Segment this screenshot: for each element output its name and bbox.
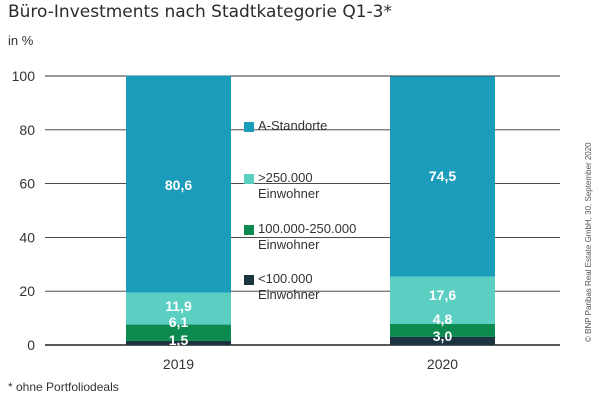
data-label: 4,8 [433,311,453,327]
y-axis-unit: in % [8,33,34,48]
y-tick-label: 80 [19,122,35,138]
y-tick-label: 100 [12,68,36,84]
bar-segment [126,292,231,325]
footnote: * ohne Portfoliodeals [8,380,119,394]
legend-label: >250.000 Einwohner [258,170,319,202]
legend-label-line: A-Standorte [258,118,328,133]
bar-segment [390,276,495,325]
data-label: 74,5 [429,168,456,184]
legend-label: <100.000 Einwohner [258,271,319,303]
y-tick-label: 20 [19,283,35,299]
legend-label-line: Einwohner [258,287,320,302]
legend-label-line: Einwohner [258,186,320,201]
y-tick-label: 0 [27,337,35,353]
bar-segment [126,75,231,293]
bar-segment [126,324,231,341]
data-label: 11,9 [165,298,192,314]
y-tick-label: 40 [19,229,35,245]
data-label: 6,1 [169,314,189,330]
legend-swatch [244,275,254,285]
data-label: 3,0 [433,328,453,344]
legend-swatch [244,174,254,184]
legend-swatch [244,122,254,132]
bar-segment [390,76,495,277]
legend-label-line: <100.000 [258,271,313,286]
legend-label: 100.000-250.000 Einwohner [258,221,356,253]
chart-title: Büro-Investments nach Stadtkategorie Q1-… [8,2,393,22]
bar-segment [390,324,495,337]
x-tick-label: 2020 [427,356,458,372]
x-tick-label: 2019 [163,356,194,372]
legend-swatch [244,225,254,235]
bar-segment [126,340,231,345]
data-label: 80,6 [165,177,192,193]
legend-label-line: Einwohner [258,237,320,252]
legend-label: A-Standorte [258,118,327,134]
data-label: 1,5 [169,332,189,348]
source-credit: © BNP Paribas Real Estate GmbH, 30. Sept… [584,142,593,342]
legend-label-line: >250.000 [258,170,313,185]
bar-segment [390,336,495,345]
data-label: 17,6 [429,287,456,303]
y-tick-label: 60 [19,176,35,192]
legend-label-line: 100.000-250.000 [258,221,357,236]
